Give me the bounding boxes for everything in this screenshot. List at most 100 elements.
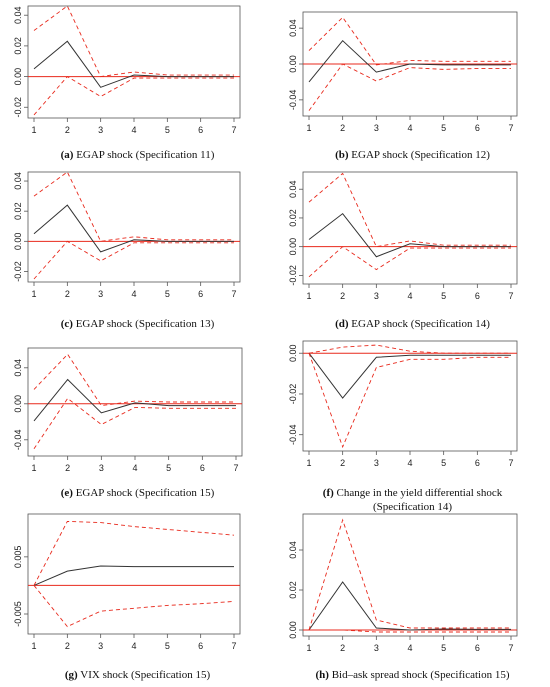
panel-d-caption-text: EGAP shock (Specification 14) — [351, 318, 490, 330]
panel-a-xtick-label: 4 — [131, 125, 136, 135]
panel-c-letter: (c) — [60, 318, 73, 330]
panel-b-caption-text: EGAP shock (Specification 12) — [351, 149, 490, 161]
panel-e-xtick-label: 7 — [233, 463, 238, 473]
panel-f-xtick-label: 2 — [340, 458, 345, 468]
panel-c-caption: (c) EGAP shock (Specification 13) — [0, 317, 275, 331]
panel-e-lower-line — [33, 397, 236, 450]
panel-b-ytick-label: 0.00 — [288, 55, 298, 73]
panel-d-letter: (d) — [335, 318, 349, 330]
panel-b-letter: (b) — [335, 149, 349, 161]
panel-h-xtick-label: 1 — [306, 643, 311, 653]
panel-e-ytick-label: -0.04 — [13, 430, 23, 451]
panel-b-ytick-label: 0.04 — [288, 19, 298, 37]
panel-e-letter: (e) — [60, 487, 73, 499]
panel-d-xtick-label: 4 — [407, 291, 412, 301]
panel-g-xtick-label: 3 — [98, 641, 103, 651]
panel-f-xtick-label: 7 — [508, 458, 513, 468]
panel-f-caption-text: Change in the yield differential shock — [336, 487, 503, 499]
panel-f-xtick-label: 1 — [306, 458, 311, 468]
panel-h-chart: 0.04 0.02 0.00 1 2 3 4 5 6 7 — [288, 513, 518, 653]
panel-e-estimate-line — [33, 378, 236, 422]
panel-d-frame — [302, 171, 518, 285]
panel-c-frame — [27, 171, 241, 283]
panel-e-xtick-label: 2 — [65, 463, 70, 473]
panel-h-ytick-label: 0.02 — [288, 581, 298, 599]
panel-a-ytick-label: -0.02 — [13, 97, 23, 118]
panel-a-xtick-label: 6 — [198, 125, 203, 135]
panel-f-estimate-line — [308, 352, 511, 399]
panel-c-xtick-label: 5 — [165, 289, 170, 299]
panel-c-xtick-label: 1 — [31, 289, 36, 299]
panel-f-ytick-label: -0.02 — [288, 384, 298, 405]
panel-d-ytick-label: 0.02 — [288, 209, 298, 227]
panel-f-xtick-label: 6 — [475, 458, 480, 468]
panel-h-frame — [302, 513, 518, 637]
panel-g-lower-line — [33, 585, 235, 628]
panel-c-ytick-label: 0.00 — [13, 233, 23, 251]
panel-e-xtick-label: 6 — [200, 463, 205, 473]
panel-d-estimate-line — [308, 212, 511, 258]
panel-h-xtick-label: 3 — [374, 643, 379, 653]
panel-c-ytick-label: 0.02 — [13, 202, 23, 220]
panel-e-caption: (e) EGAP shock (Specification 15) — [0, 486, 275, 500]
panel-h-estimate-line — [308, 581, 511, 631]
panel-h-caption-text: Bid–ask spread shock (Specification 15) — [331, 669, 510, 681]
panel-a-estimate-line — [33, 40, 234, 88]
panel-d-xtick-label: 3 — [374, 291, 379, 301]
panel-b-lower-line — [308, 63, 511, 111]
panel-d-ytick-label: 0.04 — [288, 180, 298, 198]
panel-g-xtick-label: 1 — [31, 641, 36, 651]
panel-a-frame — [27, 5, 241, 119]
panel-c-caption-text: EGAP shock (Specification 13) — [75, 318, 215, 330]
panel-c-xtick-label: 2 — [65, 289, 70, 299]
panel-e-ytick-label: 0.04 — [13, 359, 23, 377]
panel-h-ytick-label: 0.04 — [288, 541, 298, 559]
panel-h-xtick-label: 7 — [508, 643, 513, 653]
panel-e-upper-line — [33, 353, 236, 407]
panel-a-ytick-label: 0.00 — [13, 68, 23, 86]
panel-d-xtick-label: 2 — [340, 291, 345, 301]
panel-b-ytick-label: -0.04 — [288, 90, 298, 111]
panel-b-estimate-line — [308, 39, 511, 83]
panel-d-chart: 0.04 0.02 0.00 -0.02 1 2 3 4 5 6 7 — [288, 171, 518, 301]
panel-g-xtick-label: 2 — [65, 641, 70, 651]
panel-b-xtick-label: 4 — [407, 123, 412, 133]
panel-c-xtick-label: 7 — [231, 289, 236, 299]
panel-g-chart: 0.005 -0.005 1 2 3 4 5 6 7 — [13, 513, 241, 651]
panel-g-xtick-label: 4 — [131, 641, 136, 651]
panel-d-xtick-label: 7 — [508, 291, 513, 301]
panel-f-ytick-label: 0.00 — [288, 344, 298, 362]
panel-a-xtick-label: 5 — [165, 125, 170, 135]
panel-a-lower-line — [33, 75, 234, 116]
panel-h-xtick-label: 4 — [407, 643, 412, 653]
panel-h-xtick-label: 5 — [441, 643, 446, 653]
panel-h-caption: (h) Bid–ask spread shock (Specification … — [275, 668, 550, 682]
panel-a-xtick-label: 2 — [65, 125, 70, 135]
panel-d-lower-line — [308, 246, 511, 278]
panel-d-xtick-label: 5 — [441, 291, 446, 301]
panel-e-xtick-label: 3 — [99, 463, 104, 473]
panel-h-upper-line — [308, 518, 511, 631]
panel-f-xtick-label: 3 — [374, 458, 379, 468]
panel-g-xtick-label: 7 — [231, 641, 236, 651]
panel-b-upper-line — [308, 16, 511, 66]
panel-g-caption-text: VIX shock (Specification 15) — [80, 669, 211, 681]
panel-b-xtick-label: 7 — [508, 123, 513, 133]
panel-b-xtick-label: 6 — [475, 123, 480, 133]
panel-a-xtick-label: 1 — [31, 125, 36, 135]
panel-b-xtick-label: 3 — [374, 123, 379, 133]
panel-e-xtick-label: 1 — [31, 463, 36, 473]
panel-c-upper-line — [33, 171, 234, 242]
panel-d-xtick-label: 6 — [475, 291, 480, 301]
panel-f-xtick-label: 5 — [441, 458, 446, 468]
panel-h-lower-line — [309, 629, 511, 633]
panel-e-ytick-label: 0.00 — [13, 395, 23, 413]
panel-a-xtick-label: 7 — [231, 125, 236, 135]
panel-f-caption: (f) Change in the yield differential sho… — [275, 486, 550, 514]
panel-d-ytick-label: -0.02 — [288, 265, 298, 286]
panel-a-upper-line — [33, 5, 234, 78]
panel-c-xtick-label: 6 — [198, 289, 203, 299]
panel-a-xtick-label: 3 — [98, 125, 103, 135]
panel-g-ytick-label: 0.005 — [13, 546, 23, 569]
